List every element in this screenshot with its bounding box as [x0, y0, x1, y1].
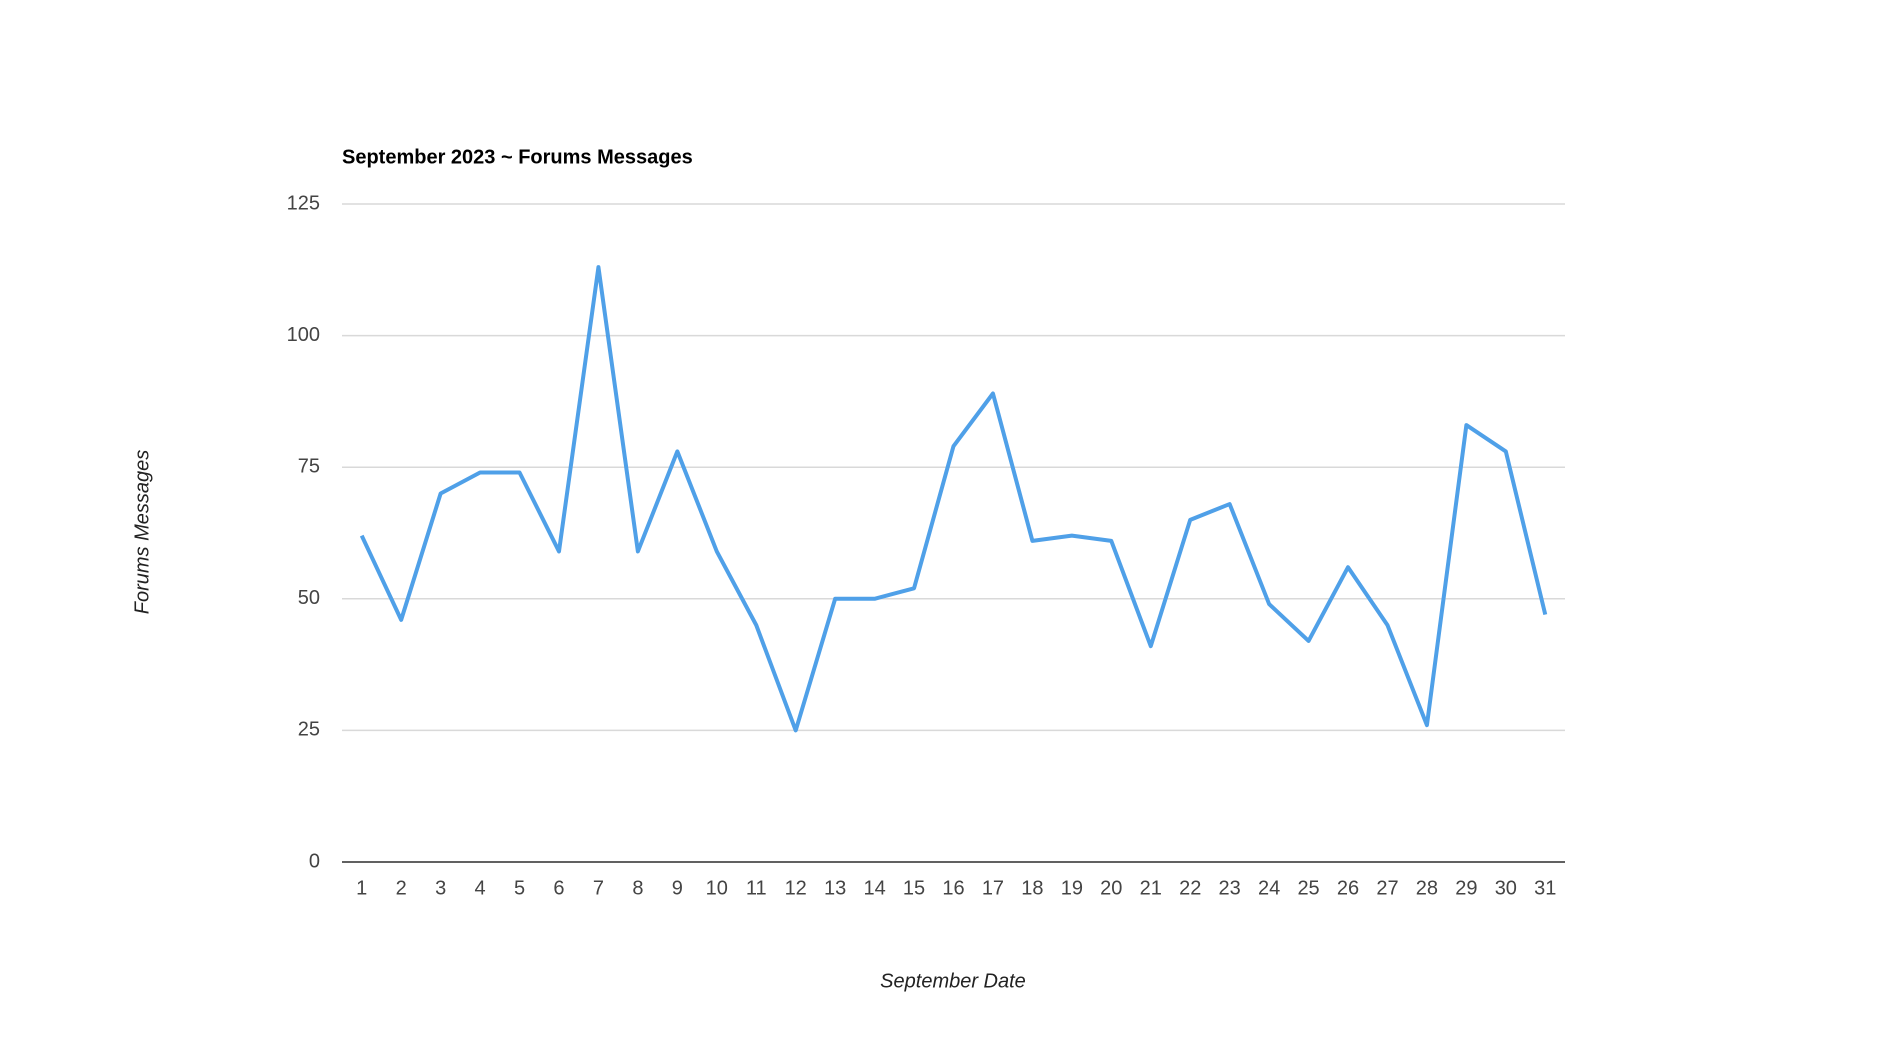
x-tick-label: 2: [396, 877, 407, 899]
x-axis-title: September Date: [880, 970, 1026, 992]
y-axis-title: Forums Messages: [131, 450, 153, 615]
x-tick-label: 9: [672, 877, 683, 899]
x-tick-label: 8: [632, 877, 643, 899]
x-tick-label: 25: [1297, 877, 1319, 899]
x-tick-label: 29: [1455, 877, 1477, 899]
y-tick-label: 100: [287, 324, 320, 346]
x-tick-label: 15: [903, 877, 925, 899]
x-tick-label: 10: [706, 877, 728, 899]
y-tick-label: 25: [298, 719, 320, 741]
series-line: [359, 265, 1548, 733]
x-tick-label: 11: [746, 877, 767, 899]
x-tick-label: 19: [1061, 877, 1083, 899]
x-tick-label: 22: [1179, 877, 1201, 899]
y-tick-label: 50: [298, 587, 320, 609]
y-tick-label: 0: [309, 850, 320, 872]
x-tick-label: 14: [863, 877, 885, 899]
x-tick-label: 18: [1021, 877, 1043, 899]
x-tick-label: 30: [1495, 877, 1517, 899]
x-tick-label: 1: [356, 877, 367, 899]
x-tick-label: 27: [1376, 877, 1398, 899]
x-tick-label: 6: [553, 877, 564, 899]
x-tick-label: 17: [982, 877, 1004, 899]
chart-title: September 2023 ~ Forums Messages: [342, 146, 693, 168]
x-tick-label: 24: [1258, 877, 1280, 899]
x-tick-label: 3: [435, 877, 446, 899]
y-tick-label: 75: [298, 455, 320, 477]
y-tick-label: 125: [287, 192, 320, 214]
x-tick-label: 26: [1337, 877, 1359, 899]
x-tick-label: 31: [1534, 877, 1556, 899]
x-tick-label: 16: [942, 877, 964, 899]
x-tick-label: 12: [785, 877, 807, 899]
x-tick-label: 4: [475, 877, 486, 899]
x-tick-label: 5: [514, 877, 525, 899]
x-tick-label: 23: [1219, 877, 1241, 899]
x-tick-label: 20: [1100, 877, 1122, 899]
x-tick-label: 28: [1416, 877, 1438, 899]
x-tick-label: 7: [593, 877, 604, 899]
x-tick-label: 21: [1140, 877, 1162, 899]
x-tick-label: 13: [824, 877, 846, 899]
